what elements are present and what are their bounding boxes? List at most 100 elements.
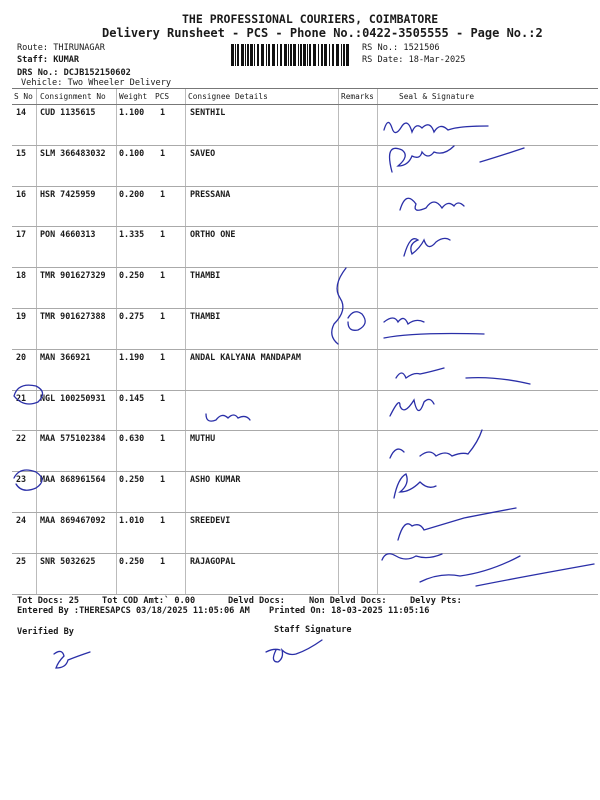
column-divider: [377, 89, 378, 594]
barcode: [231, 44, 349, 66]
cell-consignee: THAMBI: [190, 311, 221, 321]
signature-row-22: [389, 429, 483, 459]
barcode-bar: [266, 44, 267, 66]
cell-consignment: MAN 366921: [40, 351, 91, 362]
row-divider: [12, 389, 598, 391]
barcode-bar: [257, 44, 259, 66]
cell-sno: 23: [16, 474, 27, 485]
cell-weight: 1.190: [119, 351, 145, 362]
cell-consignment: CUD 1135615: [40, 107, 96, 117]
rs-number: RS No.: 1521506: [362, 43, 440, 53]
cell-consignee: ASHO KUMAR: [190, 474, 241, 485]
cell-pcs: 1: [160, 392, 166, 403]
cell-sno: 20: [16, 351, 27, 362]
row-divider: [12, 185, 598, 187]
header-divider: [12, 104, 598, 105]
barcode-bar: [268, 44, 270, 66]
cell-pcs: 1: [160, 515, 166, 525]
barcode-bar: [290, 44, 292, 66]
cell-sno: 22: [16, 433, 27, 444]
company-name: THE PROFESSIONAL COURIERS, COIMBATORE: [182, 12, 439, 26]
cell-consignment: MAA 869467092: [40, 515, 106, 525]
column-header-consignee: Consignee Details: [188, 92, 268, 101]
cell-sno: 19: [16, 311, 27, 321]
column-divider: [36, 89, 37, 594]
cell-sno: 14: [16, 107, 27, 117]
signature-row-17: [403, 237, 451, 257]
runsheet-title: Delivery Runsheet - PCS - Phone No.:0422…: [102, 26, 543, 40]
row-divider: [12, 552, 598, 554]
barcode-bar: [343, 44, 345, 66]
signature-row-14: [383, 121, 489, 135]
cell-consignee: PRESSANA: [190, 188, 231, 199]
barcode-bar: [332, 44, 334, 66]
signature-row-24: [397, 507, 517, 541]
row-divider: [12, 144, 598, 146]
signature-row-16: [399, 197, 465, 211]
cell-pcs: 1: [160, 555, 166, 566]
barcode-bar: [321, 44, 323, 66]
cell-consignee: SENTHIL: [190, 107, 226, 117]
cell-pcs: 1: [160, 147, 166, 158]
cell-pcs: 1: [160, 229, 166, 240]
cell-consignee: ANDAL KALYANA MANDAPAM: [190, 351, 301, 362]
cell-sno: 21: [16, 392, 27, 403]
row-divider: [12, 512, 598, 513]
drs-number: DRS No.: DCJB152150602: [17, 68, 131, 78]
barcode-bar: [336, 44, 339, 66]
signature-row-15: [388, 145, 525, 173]
cell-sno: 16: [16, 188, 27, 199]
cell-consignee: ORTHO ONE: [190, 229, 236, 240]
cell-consignment: MAA 575102384: [40, 433, 106, 444]
entered-by: Entered By :THERESAPCS 03/18/2025 11:05:…: [17, 606, 250, 616]
barcode-bar: [250, 44, 253, 66]
cell-consignment: SLM 366483032: [40, 147, 106, 158]
staff: Staff: KUMAR: [17, 55, 80, 65]
cell-pcs: 1: [160, 311, 166, 321]
barcode-bar: [235, 44, 236, 66]
cell-consignment: PON 4660313: [40, 229, 96, 240]
staff-signature-label: Staff Signature: [274, 625, 352, 635]
row-divider: [12, 593, 598, 595]
column-header-weight: Weight: [119, 92, 148, 101]
cell-consignment: SNR 5032625: [40, 555, 96, 566]
barcode-bar: [284, 44, 287, 66]
cell-weight: 0.250: [119, 270, 145, 281]
barcode-bar: [303, 44, 306, 66]
cell-weight: 0.630: [119, 433, 145, 444]
consignee-note-row-21: [205, 413, 251, 422]
total-cod-amount: Tot COD Amt:` 0.00: [102, 596, 196, 606]
non-delivered-docs: Non Delvd Docs:: [309, 596, 387, 606]
column-divider: [338, 89, 339, 594]
vehicle: Vehicle: Two Wheeler Delivery: [21, 78, 172, 88]
cell-sno: 24: [16, 515, 27, 525]
total-docs: Tot Docs: 25: [17, 596, 80, 606]
cell-pcs: 1: [160, 107, 166, 117]
barcode-bar: [231, 44, 234, 66]
barcode-bar: [318, 44, 319, 66]
cell-consignee: THAMBI: [190, 270, 221, 281]
cell-sno: 15: [16, 147, 27, 158]
row-divider: [12, 430, 598, 432]
row-divider: [12, 471, 598, 473]
signature-row-23: [393, 473, 437, 499]
delivered-docs: Delvd Docs:: [228, 596, 285, 606]
signature-row-21: [389, 398, 435, 417]
barcode-bar: [309, 44, 311, 66]
row-divider: [12, 348, 598, 350]
runsheet-table: S No Consignment No Weight PCS Consignee…: [12, 88, 598, 595]
cell-weight: 0.250: [119, 555, 145, 566]
cell-weight: 0.275: [119, 311, 145, 321]
column-header-pcs: PCS: [155, 92, 170, 101]
delivery-points: Delvy Pts:: [410, 596, 462, 606]
barcode-bar: [237, 44, 239, 66]
cell-weight: 1.100: [119, 107, 145, 117]
barcode-bar: [288, 44, 289, 66]
column-header-remarks: Remarks: [341, 92, 374, 101]
column-divider: [116, 89, 117, 594]
barcode-bar: [241, 44, 244, 66]
circled-2: [347, 311, 366, 331]
barcode-bar: [329, 44, 330, 66]
signature-row-20: [395, 367, 531, 385]
route: Route: THIRUNAGAR: [17, 43, 105, 53]
